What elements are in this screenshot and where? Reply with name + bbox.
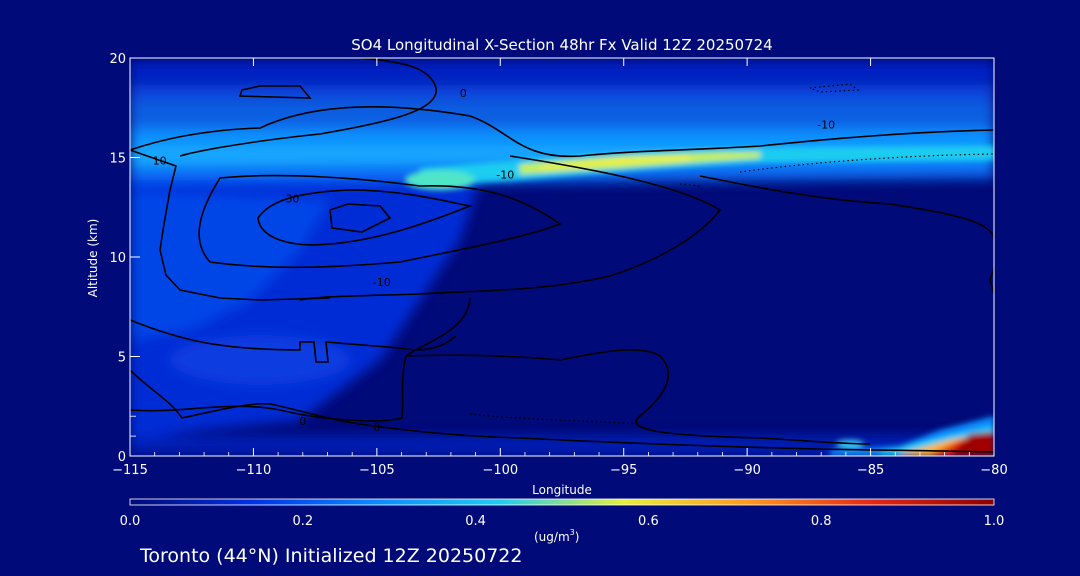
x-tick-label: −110 [236, 463, 272, 478]
y-tick-label: 15 [109, 152, 126, 167]
y-tick-label: 20 [109, 52, 126, 67]
y-axis: 0 5 10 15 20 [109, 52, 140, 465]
contour-line [198, 174, 562, 269]
colorbar-tick-label: 0.6 [638, 514, 659, 529]
contour-label: -10 [496, 168, 514, 181]
contour-line [130, 149, 331, 301]
contour-line [130, 106, 994, 158]
chart-title: SO4 Longitudinal X-Section 48hr Fx Valid… [351, 36, 772, 54]
contour-line [809, 83, 860, 93]
colorbar-tick-label: 0.8 [811, 514, 832, 529]
colorbar-scale [129, 498, 995, 506]
contour-label: -10 [373, 276, 391, 289]
contour-labels: 10 -10 -30 -10 0 -10 0 0 [153, 87, 835, 434]
x-tick-label: −105 [359, 463, 395, 478]
y-tick-label: 0 [118, 450, 126, 465]
contour-line [329, 203, 392, 233]
x-axis: −115 −110 −105 −100 −95 −90 −85 −80 [112, 58, 1008, 478]
x-tick-label: −115 [112, 463, 148, 478]
x-tick-label: −85 [857, 463, 884, 478]
contour-line [469, 413, 641, 425]
x-tick-label: −95 [610, 463, 637, 478]
colorbar-tick-label: 0.4 [465, 514, 486, 529]
x-axis-label: Longitude [532, 483, 592, 497]
contour-label: 10 [153, 154, 167, 167]
colorbar-tick-label: 0.0 [120, 514, 141, 529]
contour-line [238, 85, 312, 99]
contour-line [299, 155, 722, 301]
colorbar-ticks: 0.0 0.2 0.4 0.6 0.8 1.0 [120, 514, 1005, 529]
y-axis-label: Altitude (km) [86, 219, 100, 298]
plot-area: 10 -10 -30 -10 0 -10 0 0 −115 −110 −105 −100 −95 −90… [109, 52, 1007, 478]
colorbar-tick-label: 0.2 [292, 514, 313, 529]
contour-line [679, 183, 701, 187]
footer-caption: Toronto (44°N) Initialized 12Z 20250722 [139, 545, 523, 567]
contour-label: -10 [817, 119, 835, 132]
contour-line [130, 369, 994, 453]
y-tick-label: 5 [118, 351, 126, 366]
x-tick-label: −90 [733, 463, 760, 478]
contour-lines [130, 58, 994, 453]
contour-line [989, 267, 994, 295]
contour-line [257, 189, 473, 246]
contour-line [699, 175, 994, 241]
colorbar: 0.0 0.2 0.4 0.6 0.8 1.0 (ug/m3) [120, 498, 1005, 544]
x-tick-label: −100 [482, 463, 518, 478]
contour-label: 0 [373, 421, 380, 434]
y-tick-label: 10 [109, 251, 126, 266]
contour-line [739, 153, 994, 173]
contour-line [405, 349, 871, 445]
contour-lines-negative [469, 83, 994, 425]
colorbar-tick-label: 1.0 [984, 514, 1005, 529]
contour-line [130, 319, 457, 363]
contour-label: 0 [460, 87, 467, 100]
x-tick-label: −80 [980, 463, 1007, 478]
contour-line [179, 58, 437, 157]
colorbar-unit-label: (ug/m3) [534, 528, 579, 544]
contour-label: -30 [281, 192, 299, 205]
contour-line [130, 297, 471, 422]
contour-label: 0 [299, 415, 306, 428]
